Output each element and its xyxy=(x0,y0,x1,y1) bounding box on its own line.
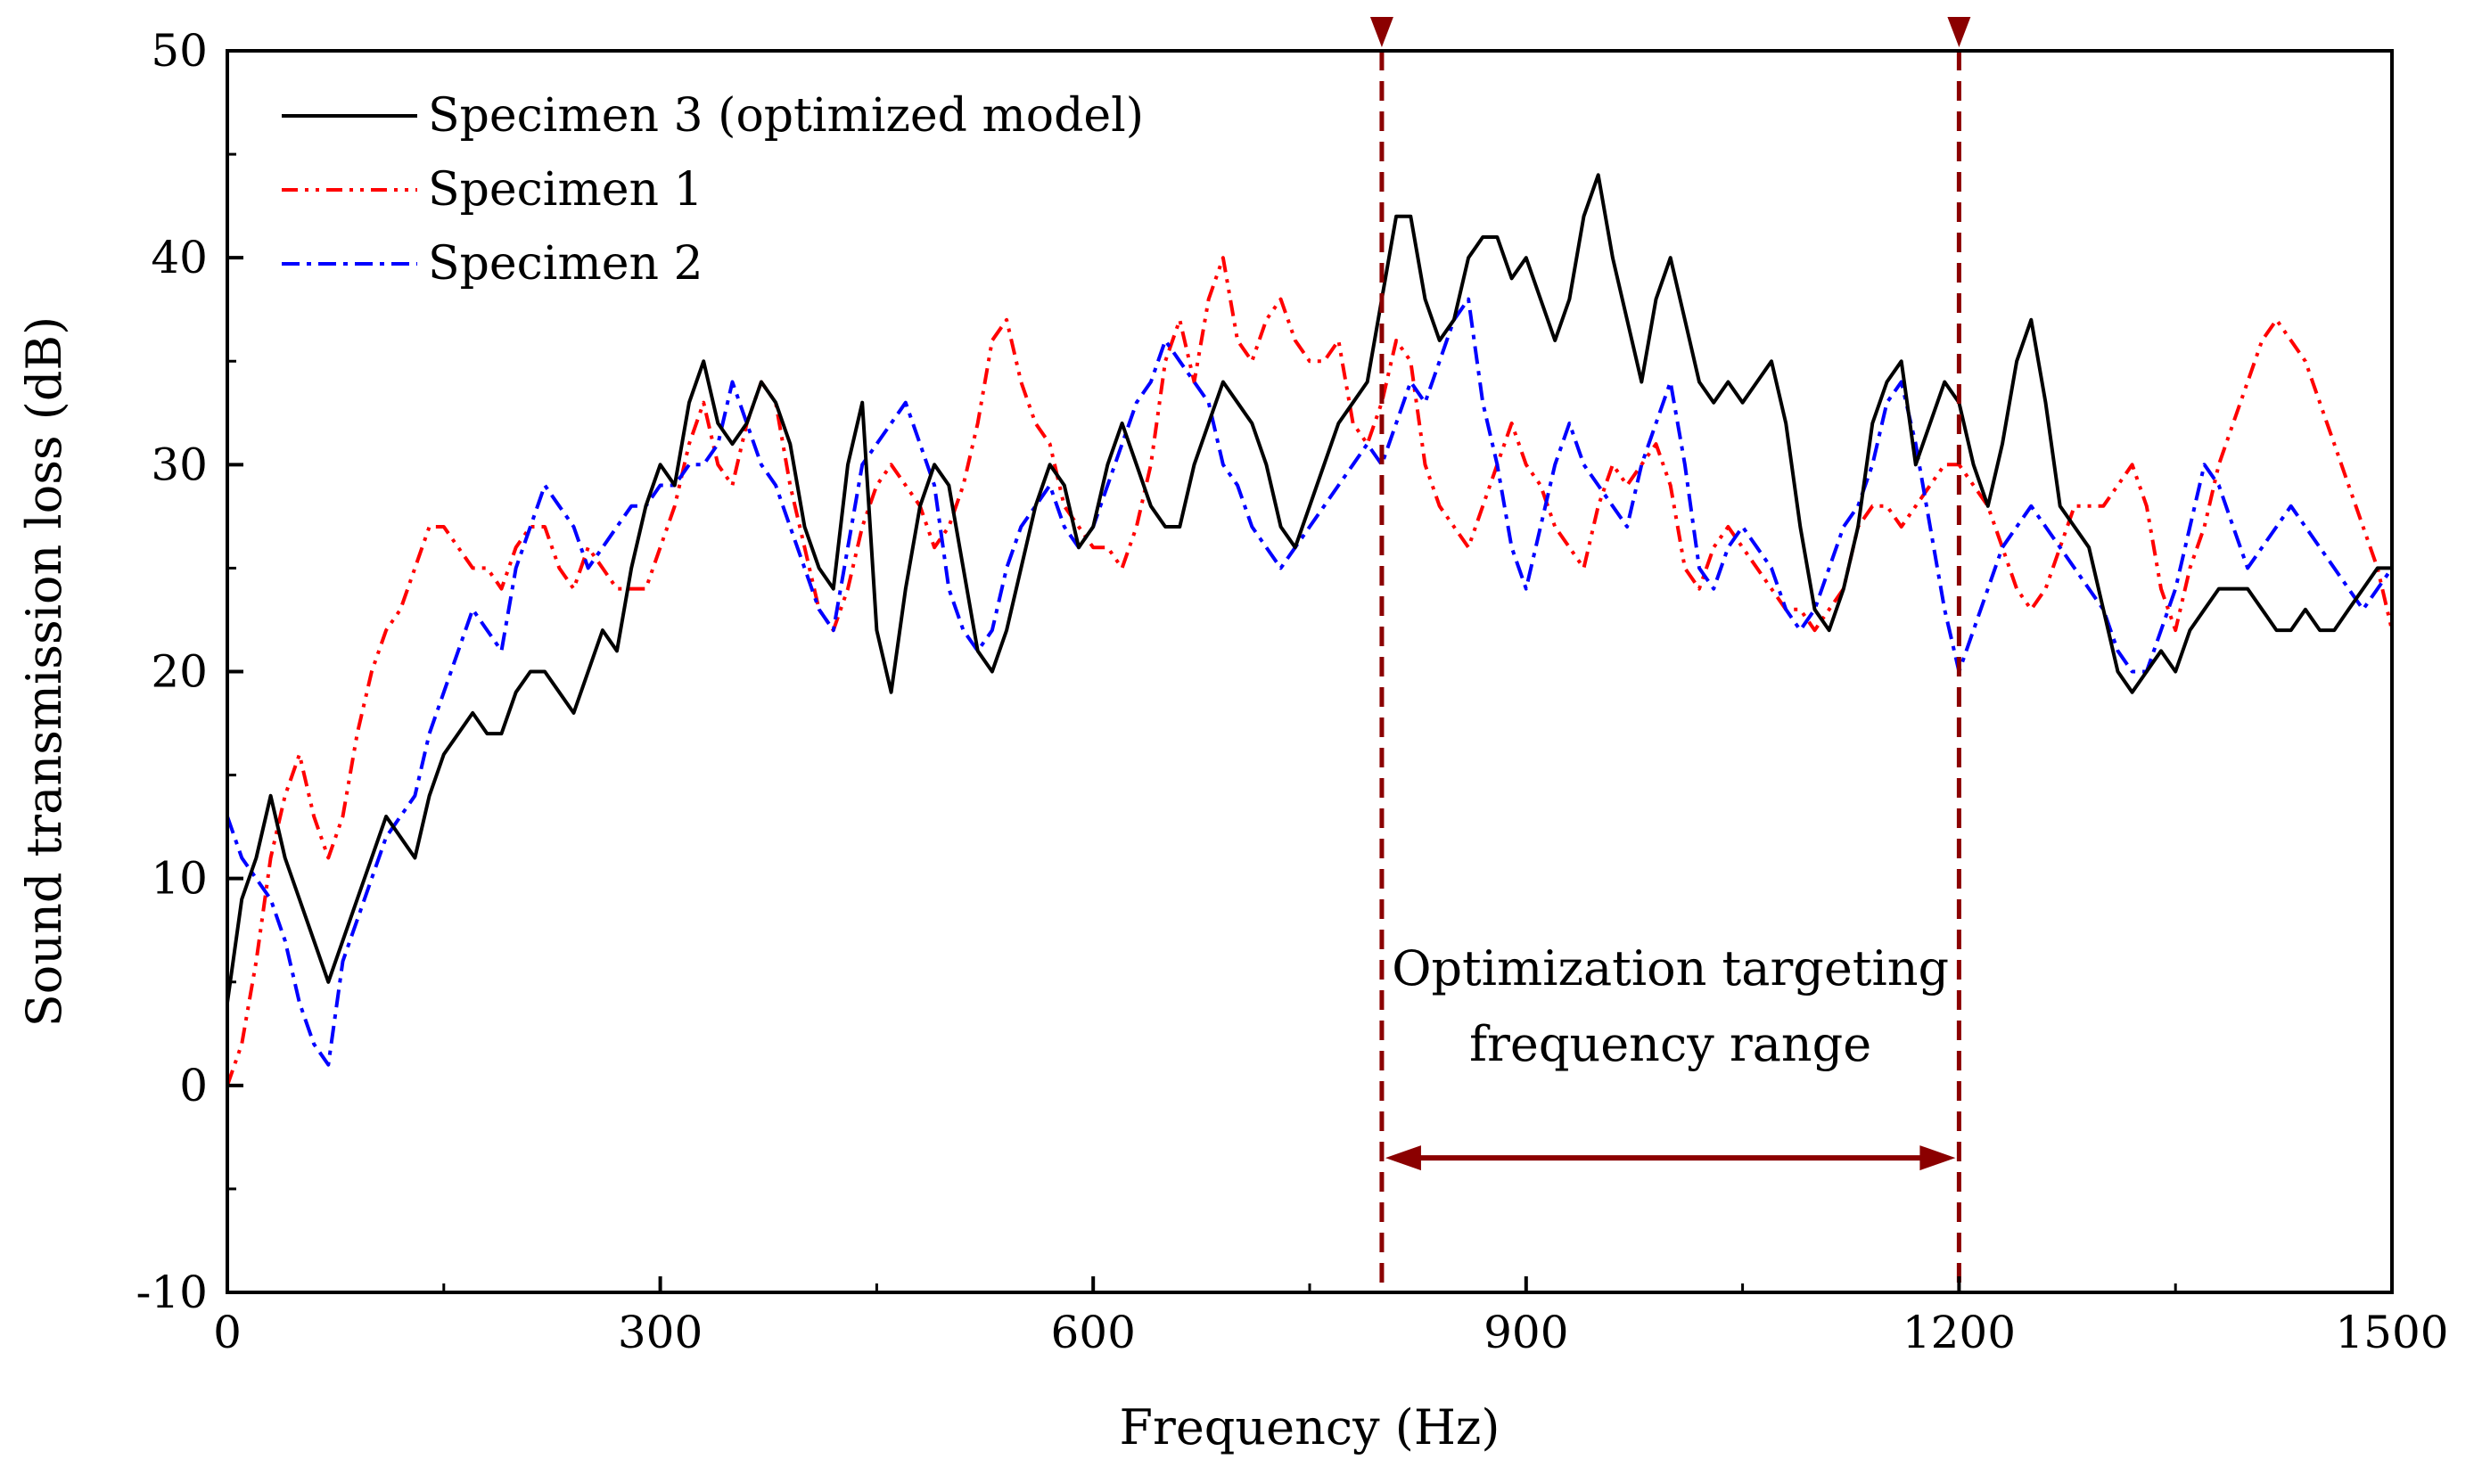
annotation-label-line2: frequency range xyxy=(1469,1016,1871,1072)
y-tick-label: 0 xyxy=(179,1060,208,1111)
legend: Specimen 3 (optimized model) Specimen 1 Sp… xyxy=(282,89,1144,291)
x-tick-label: 900 xyxy=(1483,1307,1568,1358)
series-line-2 xyxy=(227,256,2392,1086)
x-tick-label: 0 xyxy=(213,1307,242,1358)
y-tick-label: -10 xyxy=(136,1267,208,1318)
range-marker-triangle-2 xyxy=(1947,17,1971,47)
range-marker-triangle-1 xyxy=(1369,17,1393,47)
legend-label-3: Specimen 2 xyxy=(428,237,703,291)
range-arrow-head-right xyxy=(1919,1145,1956,1171)
range-arrow-head-left xyxy=(1385,1145,1421,1171)
x-tick-label: 600 xyxy=(1050,1307,1135,1358)
y-tick-label: 50 xyxy=(151,25,208,77)
legend-label-2: Specimen 1 xyxy=(428,163,703,217)
y-tick-label: 20 xyxy=(151,646,208,698)
y-tick-label: 30 xyxy=(151,439,208,490)
legend-label-1: Specimen 3 (optimized model) xyxy=(428,89,1144,143)
x-tick-label: 300 xyxy=(618,1307,703,1358)
y-tick-label: 40 xyxy=(151,232,208,283)
x-tick-label: 1200 xyxy=(1903,1307,2016,1358)
y-tick-label: 10 xyxy=(151,853,208,905)
plot-area xyxy=(227,173,2392,1086)
x-tick-label: 1500 xyxy=(2335,1307,2448,1358)
series-line-3 xyxy=(227,297,2392,1067)
annotation-label-line1: Optimization targeting xyxy=(1392,940,1949,996)
annotation-layer xyxy=(1369,17,1971,1292)
series-line-1 xyxy=(227,173,2392,1004)
x-axis-title: Frequency (Hz) xyxy=(1120,1399,1500,1455)
y-axis-title: Sound transmission loss (dB) xyxy=(16,316,72,1027)
